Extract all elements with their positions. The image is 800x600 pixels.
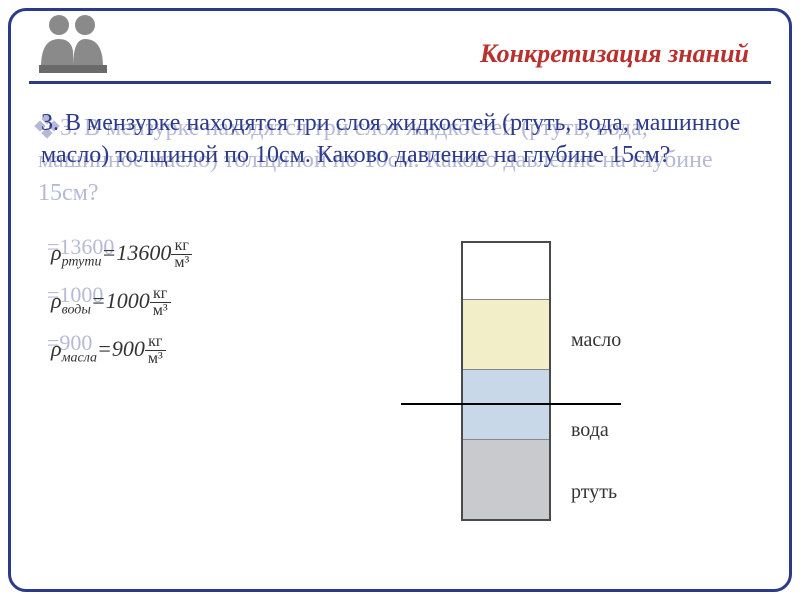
slide-title: Конкретизация знаний (480, 39, 749, 69)
problem-text-content: 3. В мензурке находятся три слоя жидкост… (41, 110, 740, 168)
depth-reference-line (401, 403, 621, 405)
label-oil: масло (571, 329, 621, 352)
density-row-mercury: =13600 ρртути=13600кгм³ (51, 229, 192, 277)
graduated-cylinder (461, 241, 551, 521)
problem-text: 3. В мензурке находятся три слоя жидкост… (41, 107, 759, 172)
density-ghost-mercury: =13600 (47, 223, 114, 271)
unit-frac: кгм³ (171, 238, 192, 273)
rho-val-oil: =900 (97, 336, 145, 361)
density-row-water: =1000 ρводы=1000кгм³ (51, 277, 192, 325)
density-row-oil: =900 ρмасла=900кгм³ (51, 325, 192, 373)
density-list: =13600 ρртути=13600кгм³ =1000 ρводы=1000… (51, 229, 192, 373)
layer-oil (463, 299, 549, 369)
density-ghost-oil: =900 (47, 319, 92, 367)
layer-air (463, 243, 549, 299)
slide-frame: Конкретизация знаний 3. В мензурке наход… (8, 8, 792, 592)
density-ghost-water: =1000 (47, 271, 103, 319)
unit-frac: кгм³ (150, 286, 171, 321)
label-mercury: ртуть (571, 481, 617, 504)
unit-frac: кгм³ (145, 334, 166, 369)
layer-mercury (463, 439, 549, 519)
layer-water-lower (463, 407, 549, 439)
layer-water-upper (463, 369, 549, 407)
label-water: вода (571, 419, 609, 442)
people-logo (31, 7, 121, 77)
title-underline (29, 81, 771, 84)
